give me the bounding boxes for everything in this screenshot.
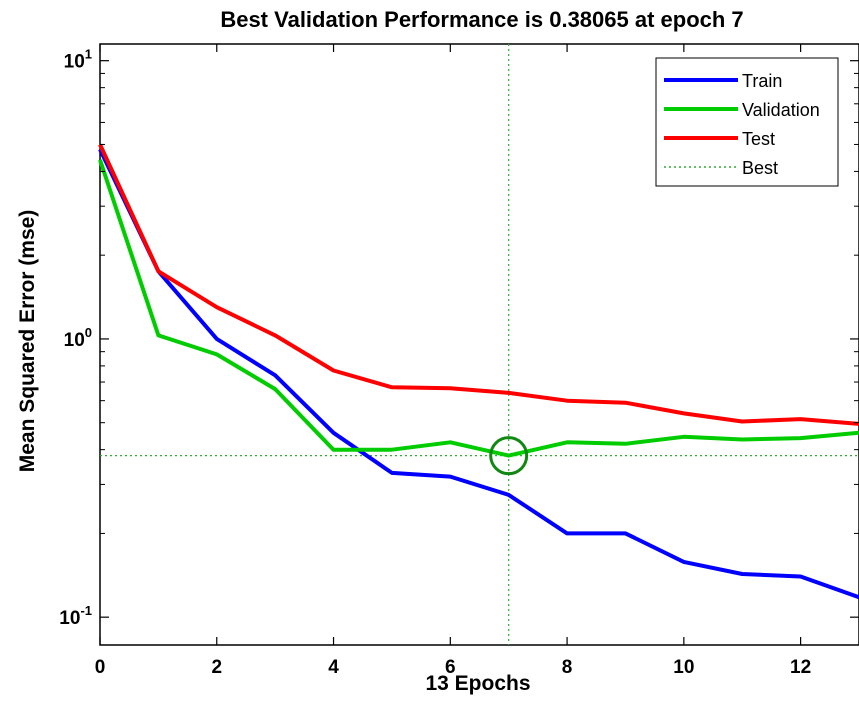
legend-label-train: Train xyxy=(742,71,782,91)
chart-title: Best Validation Performance is 0.38065 a… xyxy=(220,7,743,32)
best-marker xyxy=(489,436,529,476)
x-tick-label: 6 xyxy=(445,657,456,678)
y-tick-label: 100 xyxy=(64,325,92,351)
x-tick-label: 8 xyxy=(562,657,573,678)
legend-label-test: Test xyxy=(742,129,775,149)
x-tick-label: 0 xyxy=(95,657,106,678)
legend: Train Validation Test Best xyxy=(655,57,839,187)
x-tick-label: 2 xyxy=(211,657,222,678)
series-line-test xyxy=(98,143,859,426)
x-tick-label: 4 xyxy=(328,657,339,678)
series-layer xyxy=(98,44,859,645)
legend-label-validation: Validation xyxy=(742,100,820,120)
y-axis-label: Mean Squared Error (mse) xyxy=(16,210,39,473)
series-line-validation xyxy=(98,159,859,458)
x-tick-label: 12 xyxy=(790,657,811,678)
y-tick-label: 10-1 xyxy=(59,603,92,629)
axis-ticks: 0 2 4 6 8 10 12 101 100 10-1 xyxy=(59,44,859,678)
x-tick-label: 10 xyxy=(673,657,694,678)
y-tick-label: 101 xyxy=(64,47,92,73)
x-axis-label: 13 Epochs xyxy=(425,672,530,695)
legend-label-best: Best xyxy=(742,158,778,178)
series-line-train xyxy=(98,148,859,600)
